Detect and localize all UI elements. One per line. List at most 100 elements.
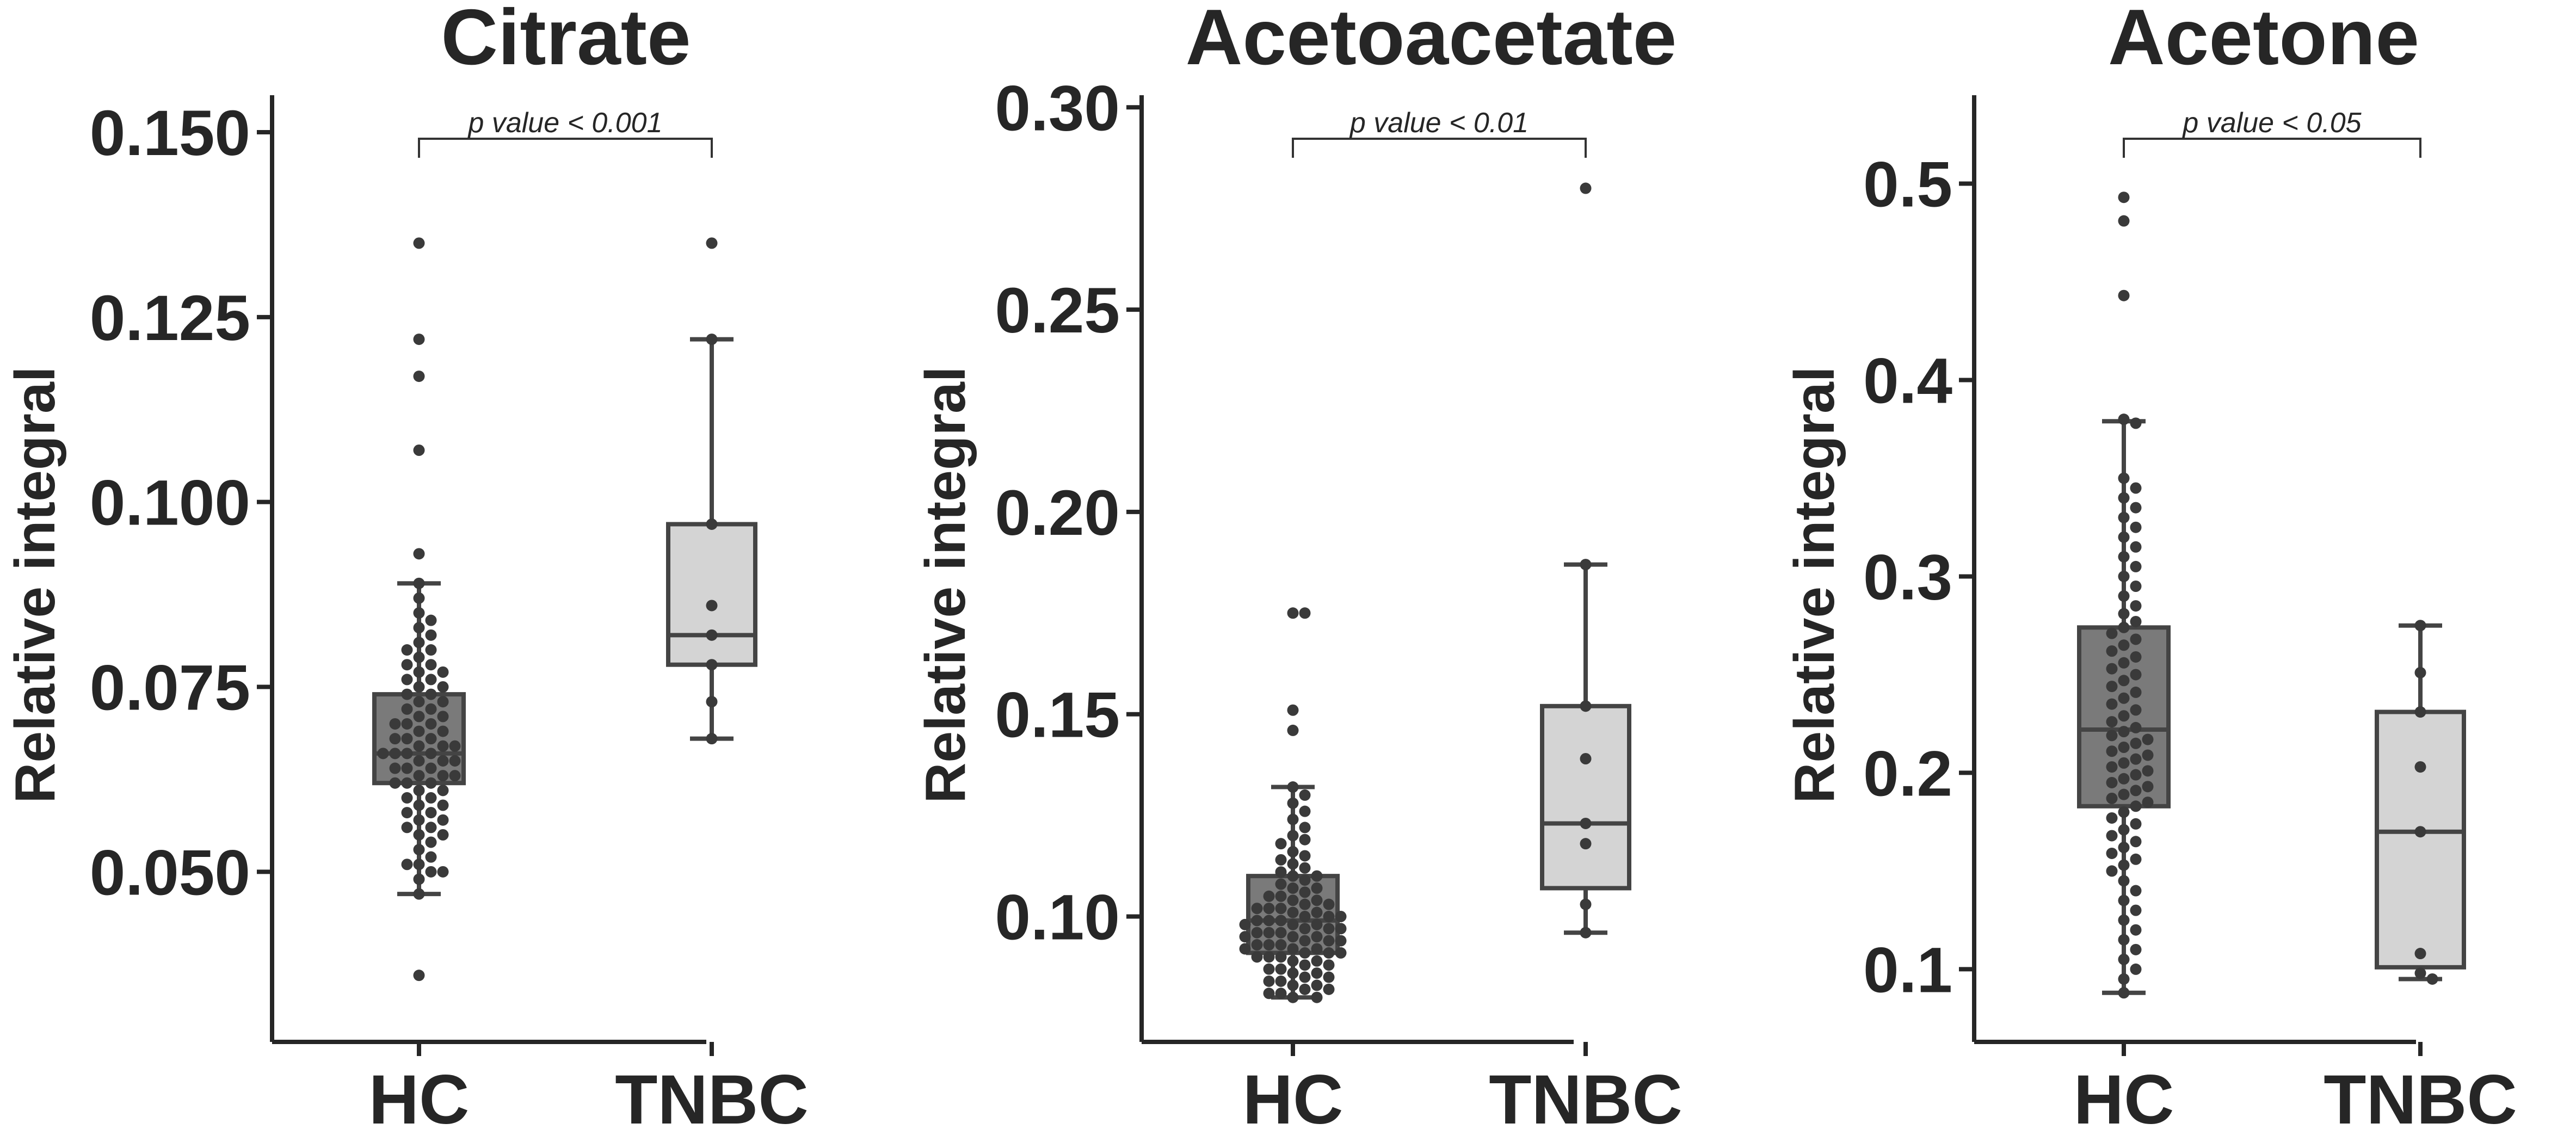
data-point	[1311, 894, 1323, 906]
data-point	[413, 592, 425, 604]
data-point	[1263, 915, 1275, 927]
data-point	[2130, 704, 2142, 716]
data-point	[1299, 822, 1311, 834]
data-point	[1263, 951, 1275, 963]
data-point	[1299, 862, 1311, 874]
data-point	[401, 807, 413, 819]
data-point	[2414, 761, 2426, 773]
data-point	[706, 629, 718, 641]
data-point	[1580, 898, 1592, 910]
data-point	[1299, 959, 1311, 971]
data-point	[401, 718, 413, 730]
data-point	[2106, 645, 2118, 657]
data-point	[425, 614, 437, 626]
data-point	[437, 866, 449, 878]
data-point	[413, 859, 425, 871]
data-point	[2106, 663, 2118, 675]
data-point	[449, 740, 461, 752]
chart-panel-citrate: Citrate Relative integral 0.050 0.075 0.100 0…	[4, 0, 809, 1139]
data-point	[2414, 948, 2426, 960]
data-point	[437, 785, 449, 797]
data-point	[437, 696, 449, 708]
data-point	[2106, 865, 2118, 877]
data-point	[2414, 666, 2426, 678]
data-point	[401, 688, 413, 700]
data-point	[437, 755, 449, 767]
data-point	[2130, 615, 2142, 627]
data-point	[401, 748, 413, 760]
data-point	[425, 629, 437, 641]
data-point	[425, 644, 437, 656]
data-point	[401, 644, 413, 656]
data-point	[449, 755, 461, 767]
data-point	[2130, 800, 2142, 812]
data-point	[425, 718, 437, 730]
data-point	[401, 703, 413, 715]
data-point	[401, 859, 413, 871]
data-point	[1287, 797, 1299, 809]
data-point	[2414, 826, 2426, 838]
data-point	[2130, 482, 2142, 494]
data-point	[1287, 858, 1299, 870]
data-point	[2142, 781, 2154, 793]
data-point	[401, 733, 413, 745]
box-iqr	[1540, 703, 1631, 891]
data-point	[1287, 906, 1299, 918]
data-point	[1580, 838, 1592, 850]
x-tick-label: TNBC	[615, 1061, 809, 1139]
data-point	[413, 888, 425, 900]
data-point	[2118, 413, 2130, 425]
data-point	[1287, 955, 1299, 967]
data-point	[2118, 726, 2130, 738]
data-point	[413, 770, 425, 782]
data-point	[2414, 706, 2426, 718]
data-point	[413, 371, 425, 382]
data-point	[1311, 967, 1323, 979]
data-point	[1580, 700, 1592, 712]
data-point	[2118, 934, 2130, 946]
data-point	[1263, 927, 1275, 939]
data-point	[2142, 765, 2154, 777]
y-tick-label: 0.1	[1863, 934, 1952, 1006]
x-tick-label: HC	[2074, 1061, 2174, 1139]
box-tnbc	[2375, 623, 2466, 982]
data-point	[1275, 866, 1287, 878]
y-tick-label: 0.2	[1863, 738, 1952, 810]
data-point	[2142, 797, 2154, 808]
data-point	[2130, 818, 2142, 830]
data-point	[401, 659, 413, 671]
y-axis-label: Relative integral	[1783, 366, 1846, 803]
data-point	[2118, 859, 2130, 871]
data-point	[1323, 935, 1335, 947]
data-point	[401, 762, 413, 774]
data-point	[389, 748, 401, 760]
data-point	[1275, 854, 1287, 866]
data-point	[1311, 991, 1323, 1003]
data-point	[413, 577, 425, 589]
y-axis-label: Relative integral	[914, 366, 977, 803]
data-point	[2106, 681, 2118, 693]
data-point	[1299, 898, 1311, 910]
data-point	[2130, 885, 2142, 897]
data-point	[2130, 769, 2142, 781]
data-point	[1263, 975, 1275, 987]
data-point	[1580, 752, 1592, 764]
data-point	[2118, 842, 2130, 854]
data-point	[1263, 963, 1275, 975]
data-point	[2118, 806, 2130, 818]
data-point	[413, 548, 425, 560]
data-point	[2130, 633, 2142, 645]
data-point	[425, 748, 437, 760]
data-point	[1299, 850, 1311, 862]
data-point	[2106, 761, 2118, 773]
y-tick-label: 0.30	[995, 72, 1120, 144]
box-tnbc	[1540, 562, 1631, 935]
data-point	[2118, 608, 2130, 620]
data-point	[1275, 939, 1287, 951]
data-point	[1287, 704, 1299, 716]
data-point	[413, 237, 425, 249]
data-point	[413, 970, 425, 982]
box-hc	[2077, 419, 2171, 995]
data-point	[2118, 788, 2130, 800]
x-tick-label: TNBC	[1489, 1061, 1683, 1139]
